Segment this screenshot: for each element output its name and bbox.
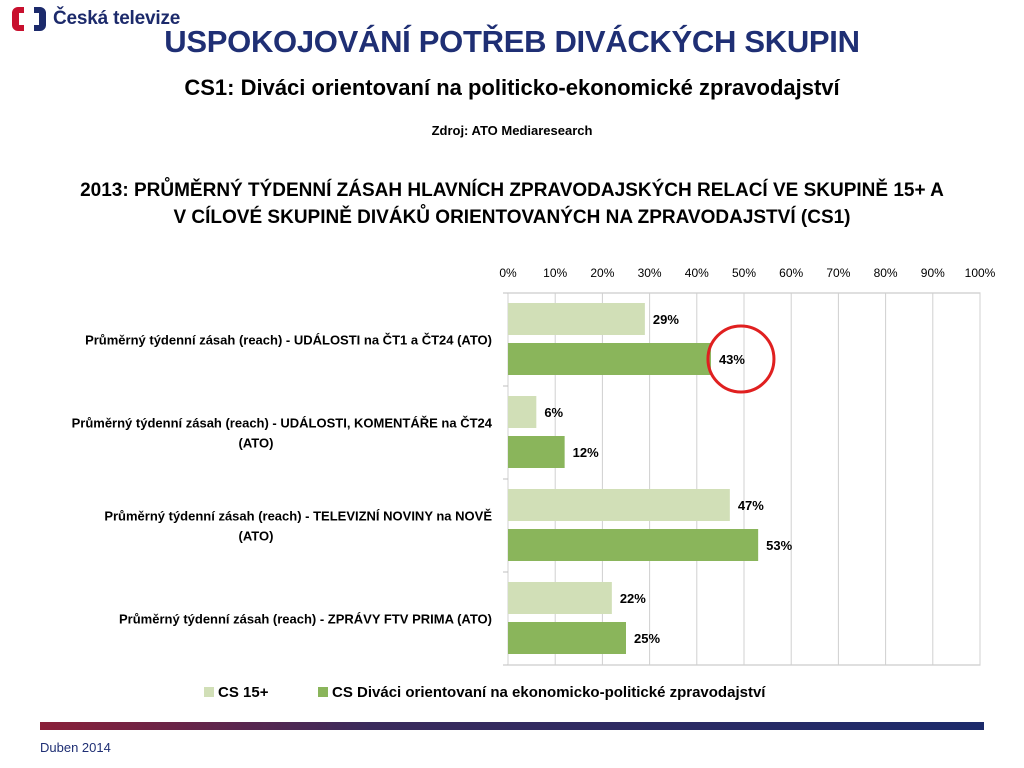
data-label: 25% bbox=[634, 631, 660, 646]
category-label: Průměrný týdenní zásah (reach) - UDÁLOST… bbox=[72, 416, 493, 431]
bar bbox=[508, 396, 537, 428]
x-tick-label: 10% bbox=[543, 266, 567, 280]
x-tick-label: 90% bbox=[921, 266, 945, 280]
data-label: 53% bbox=[766, 538, 792, 553]
x-tick-label: 70% bbox=[826, 266, 850, 280]
page-subtitle: CS1: Diváci orientovaní na politicko-eko… bbox=[184, 75, 840, 100]
x-tick-label: 50% bbox=[732, 266, 756, 280]
data-label: 12% bbox=[573, 445, 599, 460]
logo-text: Česká televize bbox=[53, 8, 181, 29]
x-tick-label: 40% bbox=[685, 266, 709, 280]
highlight-circle bbox=[706, 324, 776, 394]
data-label: 22% bbox=[620, 591, 646, 606]
bar bbox=[508, 622, 626, 654]
x-tick-label: 100% bbox=[965, 266, 996, 280]
x-tick-label: 60% bbox=[779, 266, 803, 280]
source-note: Zdroj: ATO Mediaresearch bbox=[431, 123, 593, 138]
bar-chart: 0% 10% 20% 30% 40% 50% 60% 70% 80% 90% 100% 29% 43% P… bbox=[72, 266, 996, 701]
data-label: 6% bbox=[544, 405, 563, 420]
legend-label: CS 15+ bbox=[218, 684, 269, 701]
chart-title-line-2: V CÍLOVÉ SKUPINĚ DIVÁKŮ ORIENTOVANÝCH NA… bbox=[173, 207, 851, 228]
legend-label: CS Diváci orientovaní na ekonomicko-poli… bbox=[332, 684, 766, 701]
bar bbox=[508, 529, 759, 561]
category-label: Průměrný týdenní zásah (reach) - TELEVIZ… bbox=[104, 509, 492, 524]
bar bbox=[508, 343, 711, 375]
ct-logo-icon bbox=[12, 7, 46, 31]
category-label: (ATO) bbox=[239, 529, 274, 544]
legend-swatch bbox=[318, 687, 328, 697]
x-tick-label: 20% bbox=[590, 266, 614, 280]
x-tick-label: 30% bbox=[638, 266, 662, 280]
category-label: Průměrný týdenní zásah (reach) - UDÁLOST… bbox=[85, 333, 492, 348]
bar bbox=[508, 489, 730, 521]
bar bbox=[508, 436, 565, 468]
data-label: 43% bbox=[719, 352, 745, 367]
footer-date: Duben 2014 bbox=[40, 740, 111, 755]
bar bbox=[508, 303, 645, 335]
legend-swatch bbox=[204, 687, 214, 697]
page-title: USPOKOJOVÁNÍ POTŘEB DIVÁCKÝCH SKUPIN bbox=[164, 24, 860, 59]
category-label: (ATO) bbox=[239, 436, 274, 451]
data-label: 29% bbox=[653, 312, 679, 327]
data-label: 47% bbox=[738, 498, 764, 513]
chart-title: 2013: PRŮMĚRNÝ TÝDENNÍ ZÁSAH HLAVNÍCH ZP… bbox=[20, 177, 1004, 231]
logo: Česká televize bbox=[10, 4, 180, 34]
footer-bar bbox=[40, 722, 984, 730]
bar bbox=[508, 582, 612, 614]
x-tick-label: 0% bbox=[499, 266, 517, 280]
chart-title-line-1: 2013: PRŮMĚRNÝ TÝDENNÍ ZÁSAH HLAVNÍCH ZP… bbox=[80, 180, 944, 201]
category-label: Průměrný týdenní zásah (reach) - ZPRÁVY … bbox=[119, 612, 492, 627]
x-tick-label: 80% bbox=[874, 266, 898, 280]
